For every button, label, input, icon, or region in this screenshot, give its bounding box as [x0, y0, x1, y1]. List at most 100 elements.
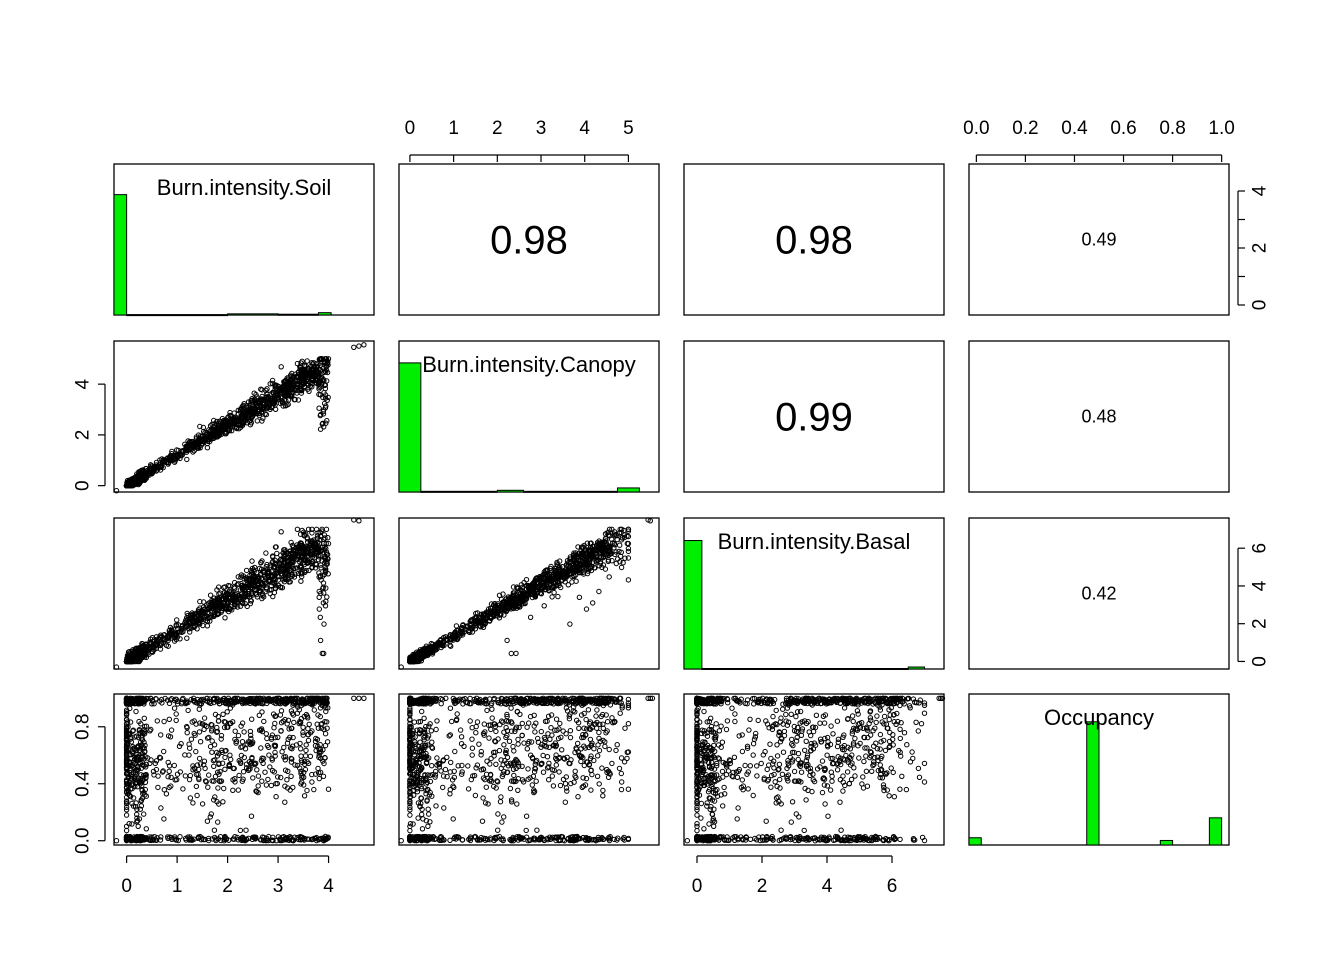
data-point [188, 736, 195, 742]
data-point [321, 590, 327, 596]
data-point [201, 715, 208, 721]
data-point [567, 621, 573, 627]
data-point [323, 526, 330, 532]
data-point [193, 748, 199, 755]
histogram-bar [126, 314, 229, 317]
scatter-points [398, 517, 653, 670]
data-point [265, 776, 271, 783]
panel-1-2: 0.99 [683, 340, 945, 493]
scatter-points [113, 342, 367, 494]
histogram-bar [113, 194, 128, 316]
data-point [523, 577, 530, 583]
data-point [272, 720, 278, 727]
data-point [220, 711, 226, 717]
data-point [541, 603, 547, 609]
data-point [224, 709, 230, 715]
data-point [222, 615, 228, 621]
data-point [281, 744, 287, 751]
data-point [184, 456, 190, 463]
data-point [508, 650, 514, 657]
data-point [300, 724, 306, 730]
data-point [255, 773, 262, 779]
correlation-value: 0.42 [1081, 584, 1116, 604]
data-point [199, 801, 206, 807]
histogram-bar [420, 490, 498, 493]
data-point [311, 707, 317, 713]
panel-1-3: 0.48 [968, 340, 1230, 493]
data-point [361, 342, 367, 348]
data-point [316, 606, 322, 612]
data-point [261, 718, 267, 725]
data-point [316, 594, 322, 600]
data-point [123, 812, 130, 818]
data-point [171, 762, 178, 769]
histogram-bar [523, 490, 618, 493]
data-point [259, 418, 265, 424]
data-point [513, 650, 519, 657]
data-point [351, 344, 357, 350]
panel-2-1 [398, 517, 660, 670]
histogram-bar [227, 313, 279, 316]
data-point [133, 708, 139, 715]
data-point [576, 594, 583, 600]
data-point [278, 529, 284, 535]
data-point [606, 574, 612, 580]
panel-border [683, 163, 945, 316]
data-point [196, 729, 203, 735]
data-point [171, 705, 178, 711]
histogram-bar [683, 540, 703, 670]
data-point [294, 526, 301, 532]
data-point [273, 794, 279, 800]
data-point [305, 737, 312, 744]
data-point [166, 768, 172, 774]
data-point [304, 358, 310, 364]
data-point [232, 728, 238, 734]
data-point [292, 396, 298, 403]
data-point [321, 621, 327, 627]
data-point [298, 578, 304, 584]
data-point [324, 594, 330, 600]
data-point [204, 623, 211, 629]
data-point [306, 721, 312, 727]
data-point [320, 420, 326, 426]
data-point [274, 550, 280, 557]
data-point [549, 594, 555, 600]
histogram-bar [277, 313, 319, 316]
data-point [325, 786, 332, 792]
panel-1-0 [113, 340, 375, 494]
data-point [259, 778, 265, 784]
panel-2-3: 0.42 [968, 517, 1230, 670]
data-point [317, 637, 324, 644]
data-point [314, 364, 321, 370]
data-point [249, 558, 255, 564]
data-point [262, 769, 268, 775]
data-point [250, 775, 256, 781]
scatter-points [113, 517, 362, 670]
data-point [613, 560, 619, 567]
panel-0-1: 0.98 [398, 163, 660, 316]
data-point [173, 711, 179, 717]
data-point [573, 578, 579, 584]
correlation-value: 0.98 [490, 219, 568, 263]
data-point [278, 364, 284, 370]
data-point [504, 637, 510, 644]
data-point [551, 589, 557, 596]
data-point [596, 588, 602, 595]
data-point [220, 799, 226, 805]
data-point [317, 614, 323, 620]
data-point [254, 418, 260, 424]
data-point [196, 755, 203, 762]
panel-border [398, 163, 660, 316]
panel-0-2: 0.98 [683, 163, 945, 316]
data-point [228, 756, 234, 763]
histogram-bar [907, 666, 925, 670]
data-point [141, 811, 147, 817]
data-point [166, 716, 173, 722]
data-point [266, 752, 272, 758]
data-point [590, 600, 596, 606]
data-point [260, 415, 266, 421]
data-point [322, 731, 329, 737]
panel-2-2: Burn.intensity.Basal [683, 517, 945, 671]
data-point [255, 783, 261, 789]
